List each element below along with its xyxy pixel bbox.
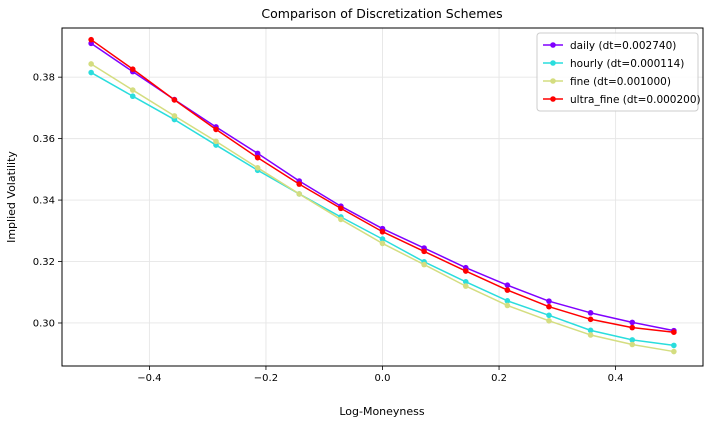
data-point: [421, 261, 427, 268]
data-point: [379, 236, 386, 242]
data-point: [671, 329, 677, 336]
chart-title: Comparison of Discretization Schemes: [261, 6, 502, 21]
data-point: [88, 36, 94, 43]
x-axis-label: Log-Moneyness: [339, 405, 425, 418]
x-tick-label: 0.2: [491, 373, 507, 384]
data-point: [629, 319, 636, 326]
legend-label: fine (dt=0.001000): [570, 76, 671, 88]
legend-item: hourly (dt=0.000114): [543, 58, 684, 70]
data-point: [254, 150, 261, 157]
y-ticks: 0.30 0.32 0.34 0.36 0.38: [33, 73, 62, 329]
legend-swatch-marker: [550, 96, 556, 102]
data-point: [546, 303, 552, 310]
y-axis-label: Implied Volatility: [5, 151, 18, 243]
data-point: [254, 154, 261, 161]
data-point: [254, 165, 261, 171]
y-tick-label: 0.30: [33, 318, 55, 329]
legend-item: fine (dt=0.001000): [543, 76, 671, 88]
x-tick-label: 0.0: [375, 373, 391, 384]
data-point: [213, 138, 219, 145]
legend-swatch-marker: [550, 78, 556, 84]
data-point: [587, 327, 594, 334]
data-point: [338, 216, 344, 223]
data-point: [671, 348, 677, 355]
y-tick-label: 0.38: [33, 73, 55, 84]
data-point: [546, 312, 552, 319]
data-point: [296, 181, 303, 187]
series-4: [88, 36, 677, 336]
data-point: [129, 87, 136, 93]
data-point: [587, 310, 594, 316]
data-point: [171, 113, 178, 119]
legend-label: hourly (dt=0.000114): [570, 58, 684, 70]
data-point: [546, 318, 552, 324]
data-point: [504, 287, 511, 293]
data-point: [629, 324, 636, 331]
data-point: [171, 97, 178, 103]
data-point: [129, 93, 136, 100]
data-point: [587, 316, 594, 323]
data-point: [296, 191, 303, 197]
data-point: [462, 268, 469, 274]
data-point: [379, 240, 386, 247]
legend-label: ultra_fine (dt=0.000200): [570, 94, 701, 106]
data-point: [129, 66, 136, 72]
data-point: [504, 302, 511, 309]
data-point: [421, 248, 427, 255]
data-point: [629, 341, 636, 348]
data-point: [88, 61, 94, 67]
x-tick-label: 0.4: [608, 373, 624, 384]
series-3: [88, 61, 677, 355]
legend-item: ultra_fine (dt=0.000200): [543, 94, 701, 106]
data-point: [379, 228, 386, 235]
legend-swatch-marker: [550, 42, 556, 48]
data-point: [213, 126, 219, 133]
legend-item: daily (dt=0.002740): [543, 40, 676, 52]
data-point: [671, 342, 677, 349]
data-point: [587, 332, 594, 338]
legend-label: daily (dt=0.002740): [570, 40, 676, 52]
legend: daily (dt=0.002740) hourly (dt=0.000114) f…: [536, 32, 701, 112]
y-tick-label: 0.36: [33, 134, 55, 145]
x-tick-label: −0.2: [254, 373, 278, 384]
data-point: [546, 298, 552, 304]
data-point: [504, 298, 511, 304]
data-point: [629, 337, 636, 343]
x-tick-label: −0.4: [137, 373, 161, 384]
y-tick-label: 0.32: [33, 257, 55, 268]
x-ticks: −0.4 −0.2 0.0 0.2 0.4: [137, 366, 624, 384]
data-point: [338, 205, 344, 212]
data-point: [504, 282, 511, 288]
series-layer: [88, 36, 677, 355]
data-point: [462, 283, 469, 289]
y-tick-label: 0.34: [33, 196, 55, 207]
data-point: [88, 69, 94, 76]
legend-box: [536, 32, 699, 112]
legend-swatch-marker: [550, 60, 556, 66]
data-point: [462, 279, 469, 285]
